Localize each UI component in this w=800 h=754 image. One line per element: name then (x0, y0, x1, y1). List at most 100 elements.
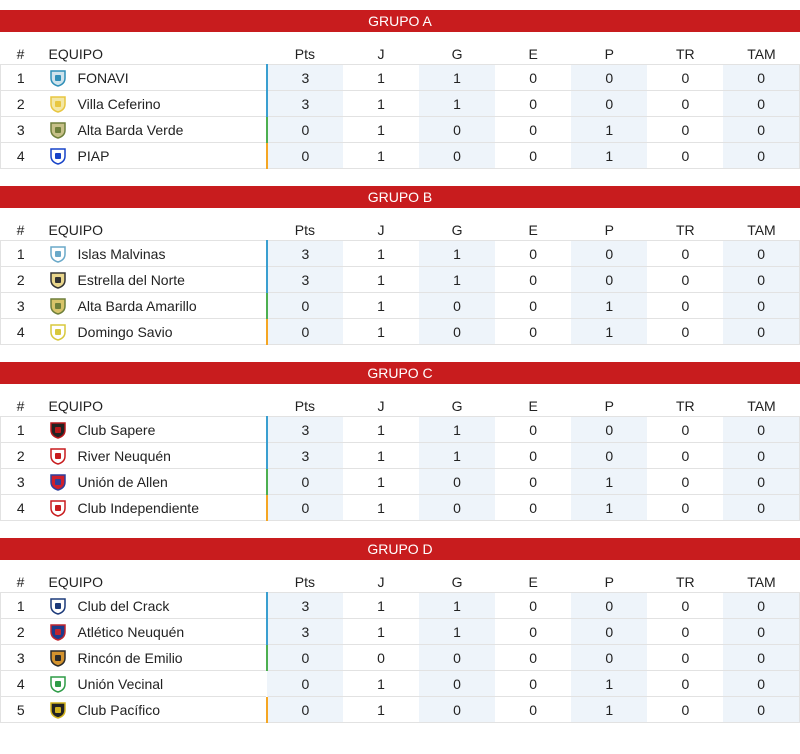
team-name[interactable]: River Neuquén (77, 447, 171, 464)
stat-pts: 0 (265, 644, 343, 671)
row-team[interactable]: River Neuquén (40, 442, 267, 469)
team-name[interactable]: Estrella del Norte (77, 271, 185, 288)
row-team[interactable]: Alta Barda Amarillo (40, 292, 267, 319)
row-team[interactable]: Estrella del Norte (40, 266, 267, 293)
stat-pts: 3 (265, 442, 343, 469)
shield-atletico-neuquen-icon (49, 623, 67, 641)
stat-p: 0 (571, 64, 648, 91)
stat-g: 0 (419, 494, 496, 521)
table-row[interactable]: 4 PIAP 0 1 0 0 1 0 0 (0, 142, 800, 169)
team-name[interactable]: Atlético Neuquén (77, 623, 185, 640)
team-name[interactable]: FONAVI (77, 69, 129, 86)
row-position: 3 (0, 468, 41, 495)
row-team[interactable]: Club del Crack (40, 592, 267, 619)
row-position: 3 (0, 116, 41, 143)
stat-e: 0 (495, 292, 572, 319)
header-pos: # (16, 222, 25, 238)
group-c: GRUPO C # EQUIPO Pts J G E P TR TAM 1 Club Sapere 3 1… (0, 362, 800, 521)
team-name[interactable]: Club Sapere (77, 421, 156, 438)
team-name[interactable]: Alta Barda Verde (77, 121, 184, 138)
team-name[interactable]: Domingo Savio (77, 323, 173, 340)
row-position: 1 (0, 416, 41, 443)
header-p: P (604, 46, 614, 62)
team-name[interactable]: Alta Barda Amarillo (77, 297, 197, 314)
stat-e: 0 (495, 416, 572, 443)
team-name[interactable]: Club Independiente (77, 499, 199, 516)
row-team[interactable]: Alta Barda Verde (40, 116, 267, 143)
header-pts: Pts (294, 222, 315, 238)
header-pts: Pts (294, 398, 315, 414)
row-team[interactable]: Islas Malvinas (40, 240, 267, 267)
row-team[interactable]: FONAVI (40, 64, 267, 91)
team-name[interactable]: Club Pacífico (77, 701, 161, 718)
stat-p: 0 (571, 442, 648, 469)
header-tam: TAM (747, 46, 776, 62)
stat-tam: 0 (723, 292, 800, 319)
group-title: GRUPO C (0, 362, 800, 384)
table-row[interactable]: 2 Atlético Neuquén 3 1 1 0 0 0 0 (0, 618, 800, 645)
table-row[interactable]: 2 Villa Ceferino 3 1 1 0 0 0 0 (0, 90, 800, 117)
team-name[interactable]: PIAP (77, 147, 110, 164)
header-g: G (451, 222, 463, 238)
header-e: E (528, 222, 538, 238)
row-team[interactable]: Villa Ceferino (40, 90, 267, 117)
row-team[interactable]: Unión de Allen (40, 468, 267, 495)
stat-pts: 0 (266, 670, 343, 697)
row-team[interactable]: Club Pacífico (40, 696, 267, 723)
group-b: GRUPO B # EQUIPO Pts J G E P TR TAM 1 Islas Malvina… (0, 186, 800, 345)
table-row[interactable]: 1 Islas Malvinas 3 1 1 0 0 0 0 (0, 240, 800, 267)
table-row[interactable]: 3 Alta Barda Verde 0 1 0 0 1 0 0 (0, 116, 800, 143)
team-name[interactable]: Unión Vecinal (77, 675, 164, 692)
row-team[interactable]: Atlético Neuquén (40, 618, 267, 645)
table-row[interactable]: 2 River Neuquén 3 1 1 0 0 0 0 (0, 442, 800, 469)
stat-tr: 0 (647, 494, 724, 521)
team-name[interactable]: Rincón de Emilio (77, 649, 183, 666)
table-row[interactable]: 4 Domingo Savio 0 1 0 0 1 0 0 (0, 318, 800, 345)
team-name[interactable]: Unión de Allen (77, 473, 168, 490)
header-e: E (528, 46, 538, 62)
stat-tr: 0 (647, 592, 724, 619)
row-team[interactable]: Club Independiente (40, 494, 267, 521)
group-title: GRUPO D (0, 538, 800, 560)
team-name[interactable]: Club del Crack (77, 597, 170, 614)
header-team: EQUIPO (48, 222, 104, 238)
table-row[interactable]: 3 Alta Barda Amarillo 0 1 0 0 1 0 0 (0, 292, 800, 319)
team-name[interactable]: Villa Ceferino (77, 95, 161, 112)
row-team[interactable]: Unión Vecinal (40, 670, 267, 697)
stat-tam: 0 (723, 266, 800, 293)
table-row[interactable]: 5 Club Pacífico 0 1 0 0 1 0 0 (0, 696, 800, 723)
stat-tam: 0 (723, 644, 800, 671)
shield-alta-barda-verde-icon (49, 121, 67, 139)
shield-fonavi-icon (49, 69, 67, 87)
table-row[interactable]: 1 Club del Crack 3 1 1 0 0 0 0 (0, 592, 800, 619)
table-row[interactable]: 3 Unión de Allen 0 1 0 0 1 0 0 (0, 468, 800, 495)
header-p: P (604, 222, 614, 238)
stat-tr: 0 (647, 292, 724, 319)
stat-e: 0 (495, 442, 572, 469)
team-name[interactable]: Islas Malvinas (77, 245, 166, 262)
header-team: EQUIPO (48, 46, 104, 62)
stat-e: 0 (495, 64, 572, 91)
row-team[interactable]: Club Sapere (40, 416, 267, 443)
row-team[interactable]: Domingo Savio (40, 318, 267, 345)
shield-union-de-allen-icon (49, 473, 67, 491)
stat-g: 0 (419, 318, 496, 345)
stat-g: 1 (419, 240, 496, 267)
table-row[interactable]: 4 Unión Vecinal 0 1 0 0 1 0 0 (0, 670, 800, 697)
stat-g: 1 (419, 90, 496, 117)
table-row[interactable]: 1 Club Sapere 3 1 1 0 0 0 0 (0, 416, 800, 443)
row-team[interactable]: PIAP (40, 142, 267, 169)
stat-j: 1 (342, 266, 420, 293)
table-row[interactable]: 1 FONAVI 3 1 1 0 0 0 0 (0, 64, 800, 91)
table-row[interactable]: 4 Club Independiente 0 1 0 0 1 0 0 (0, 494, 800, 521)
table-row[interactable]: 2 Estrella del Norte 3 1 1 0 0 0 0 (0, 266, 800, 293)
stat-g: 0 (419, 670, 496, 697)
table-row[interactable]: 3 Rincón de Emilio 0 0 0 0 0 0 0 (0, 644, 800, 671)
header-pos: # (16, 46, 25, 62)
stat-p: 1 (571, 494, 648, 521)
stat-j: 1 (342, 618, 420, 645)
stat-pts: 0 (265, 468, 343, 495)
stat-g: 1 (419, 618, 496, 645)
row-team[interactable]: Rincón de Emilio (40, 644, 267, 671)
row-position: 3 (0, 292, 41, 319)
